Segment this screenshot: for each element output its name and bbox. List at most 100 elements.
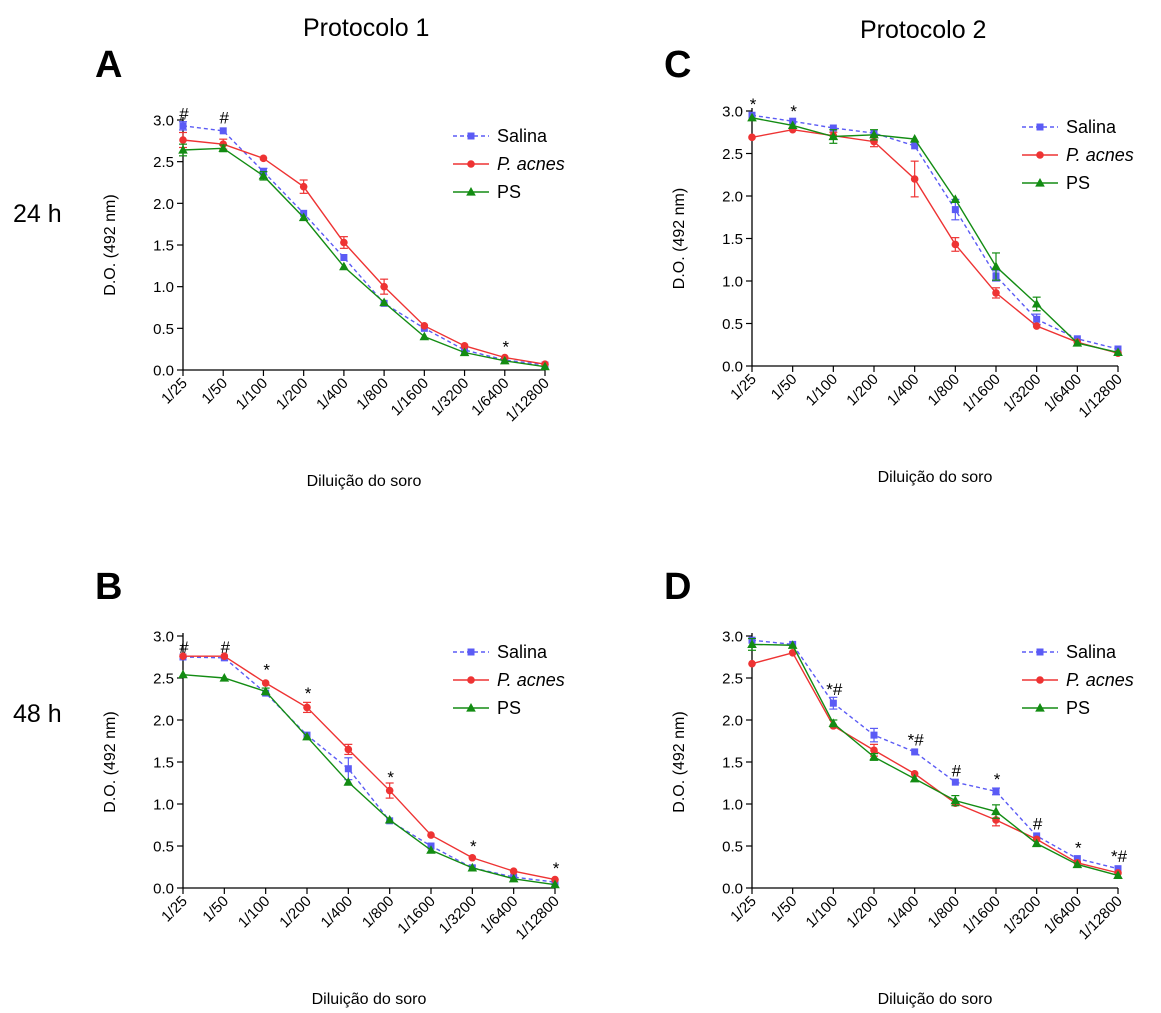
y-tick-label: 0.5 (722, 839, 743, 856)
x-tick-label: 1/12800 (1075, 371, 1125, 421)
significance-annotation: *# (1111, 847, 1128, 866)
data-point-ps (384, 814, 395, 824)
x-tick-label: 1/25 (727, 893, 760, 926)
data-point-p-acnes (303, 703, 311, 712)
significance-annotation: *# (908, 730, 925, 749)
panel-letter-d: D (664, 566, 692, 608)
data-point-salina (1033, 315, 1041, 323)
y-axis-label: D.O. (492 nm) (671, 711, 688, 812)
data-point-ps (298, 212, 309, 222)
data-point-ps (419, 331, 430, 341)
legend-marker-salina (1036, 648, 1044, 656)
y-tick-label: 1.5 (153, 238, 174, 255)
data-point-ps (467, 862, 478, 872)
significance-annotation: * (994, 770, 1001, 789)
data-point-salina (951, 206, 959, 214)
data-point-salina (344, 765, 352, 773)
x-tick-label: 1/100 (235, 893, 274, 932)
x-axis-label: Diluição do soro (878, 991, 993, 1008)
data-point-p-acnes (509, 867, 518, 875)
x-tick-label: 1/400 (318, 893, 357, 932)
data-point-ps (550, 879, 560, 889)
series-line-salina (182, 656, 556, 883)
data-point-ps (499, 355, 510, 365)
data-point-p-acnes (179, 652, 187, 660)
y-tick-label: 2.5 (153, 154, 174, 171)
data-point-salina (829, 124, 837, 132)
data-point-salina (992, 787, 1000, 795)
protocol-2-header: Protocolo 2 (860, 16, 987, 44)
data-point-ps (302, 731, 312, 741)
series-line-salina (751, 639, 1119, 870)
data-point-salina (1114, 865, 1122, 873)
series-line-ps (751, 643, 1119, 877)
data-point-p-acnes (468, 853, 477, 862)
data-point-ps (178, 669, 188, 679)
x-tick-label: 1/3200 (1000, 371, 1044, 415)
legend-label-ps: PS (1066, 698, 1090, 718)
data-point-p-acnes (748, 133, 756, 142)
series-line-ps (182, 673, 556, 886)
data-point-p-acnes (427, 831, 435, 839)
y-tick-label: 1.0 (153, 797, 174, 814)
data-point-p-acnes (870, 746, 878, 755)
legend-label-ps: PS (497, 698, 521, 718)
chart-panel-b: 0.00.51.01.52.02.53.01/25 1/50 1/100 1/200 1… (102, 629, 565, 1009)
data-point-ps (1072, 338, 1083, 347)
y-axis-label: D.O. (492 nm) (102, 194, 119, 295)
legend-label-p-acnes: P. acnes (1066, 145, 1134, 165)
y-tick-label: 1.5 (153, 755, 174, 772)
legend-label-salina: Salina (1066, 117, 1117, 137)
data-point-ps (909, 773, 920, 783)
legend-label-ps: PS (497, 182, 521, 202)
legend-marker-ps (1035, 178, 1045, 187)
y-tick-label: 2.5 (722, 146, 743, 163)
legend-marker-p-acnes (1036, 151, 1044, 159)
data-point-ps (1072, 859, 1083, 869)
data-point-ps (950, 795, 961, 805)
y-tick-label: 1.0 (722, 274, 743, 291)
legend-label-salina: Salina (1066, 642, 1117, 662)
data-point-ps (1031, 838, 1042, 848)
data-point-ps (1113, 347, 1123, 356)
y-tick-label: 2.5 (722, 671, 743, 688)
data-point-salina (340, 254, 348, 261)
x-tick-label: 1/12800 (1075, 893, 1125, 943)
legend-label-p-acnes: P. acnes (497, 154, 565, 174)
x-tick-label: 1/400 (884, 371, 923, 410)
x-tick-label: 1/3200 (1000, 893, 1044, 937)
y-tick-label: 3.0 (153, 629, 174, 646)
data-point-ps (869, 751, 879, 761)
y-tick-label: 1.5 (722, 755, 743, 772)
y-tick-label: 3.0 (722, 104, 743, 121)
y-tick-label: 0.0 (153, 363, 174, 380)
y-tick-label: 2.0 (153, 196, 174, 213)
data-point-p-acnes (261, 679, 270, 687)
legend-marker-ps (466, 703, 476, 712)
x-axis-label: Diluição do soro (312, 991, 427, 1008)
y-axis-label: D.O. (492 nm) (671, 188, 688, 289)
significance-annotation: * (790, 102, 797, 121)
legend-marker-p-acnes (1036, 676, 1044, 684)
y-tick-label: 1.0 (722, 797, 743, 814)
y-tick-label: 2.0 (153, 713, 174, 730)
data-point-ps (747, 112, 757, 122)
y-tick-label: 2.0 (722, 713, 743, 730)
data-point-p-acnes (910, 175, 919, 183)
y-tick-label: 0.0 (722, 881, 743, 898)
x-tick-label: 1/1600 (388, 375, 432, 419)
data-point-ps (508, 873, 519, 883)
legend-marker-ps (1035, 703, 1045, 712)
data-point-salina (870, 731, 878, 739)
significance-annotation: # (179, 638, 189, 657)
x-tick-label: 1/3200 (436, 893, 480, 937)
data-point-p-acnes (344, 745, 353, 754)
x-tick-label: 1/1600 (394, 893, 438, 937)
data-point-salina (179, 122, 187, 130)
data-point-ps (379, 297, 389, 307)
data-point-ps (258, 170, 269, 180)
data-point-ps (540, 361, 550, 371)
data-point-salina (1073, 855, 1081, 863)
legend-label-p-acnes: P. acnes (497, 670, 565, 690)
significance-annotation: * (263, 661, 270, 680)
